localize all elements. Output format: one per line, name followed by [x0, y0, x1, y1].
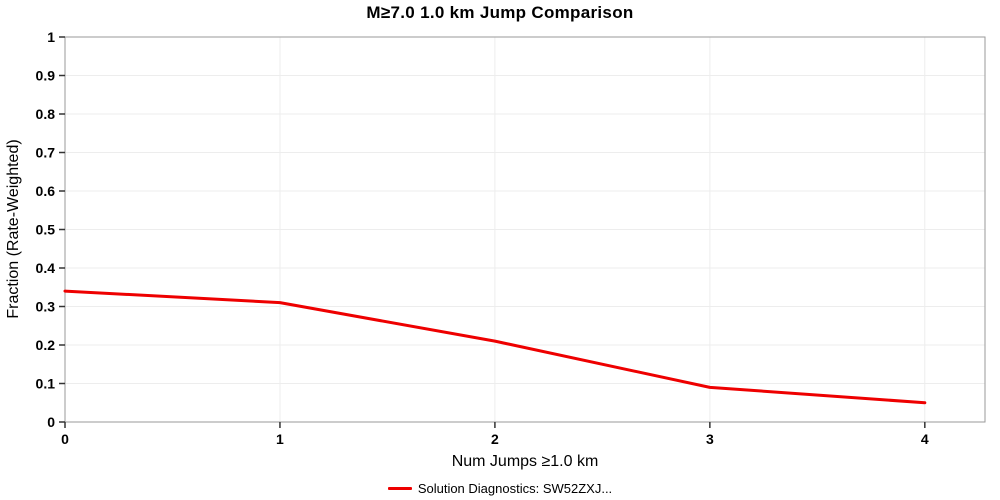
x-tick-label: 2: [491, 431, 499, 447]
y-tick-label: 0.8: [36, 106, 56, 122]
x-tick-label: 1: [276, 431, 284, 447]
y-tick-label: 0.1: [36, 376, 56, 392]
series-layer: [63, 289, 927, 405]
y-tick-label: 0.6: [36, 183, 56, 199]
y-axis-label: Fraction (Rate-Weighted): [5, 139, 22, 318]
x-tick-label: 4: [921, 431, 929, 447]
y-tick-label: 0.9: [36, 68, 56, 84]
x-tick-label: 3: [706, 431, 714, 447]
x-tick-label: 0: [61, 431, 69, 447]
legend-line-swatch: [387, 487, 412, 490]
y-tick-label: 0: [47, 414, 55, 430]
y-tick-label: 0.4: [36, 260, 56, 276]
y-tick-label: 0.7: [36, 145, 56, 161]
grid-layer: [65, 36, 985, 422]
legend-label: Solution Diagnostics: SW52ZXJ...: [417, 481, 613, 496]
chart-title: M≥7.0 1.0 km Jump Comparison: [366, 3, 634, 22]
legend: Solution Diagnostics: SW52ZXJ...: [0, 481, 1000, 496]
y-tick-label: 0.5: [36, 222, 56, 238]
x-axis-label: Num Jumps ≥1.0 km: [452, 453, 599, 470]
y-tick-label: 1: [47, 29, 55, 45]
y-tick-label: 0.3: [36, 299, 56, 315]
y-tick-label: 0.2: [36, 337, 56, 353]
tick-layer: 0 0.1 0.2 0.3 0.4 0.5 0.6 0.7 0.8 0.9 1 0 1 2 3 4: [36, 29, 929, 447]
series-line: [63, 289, 927, 405]
